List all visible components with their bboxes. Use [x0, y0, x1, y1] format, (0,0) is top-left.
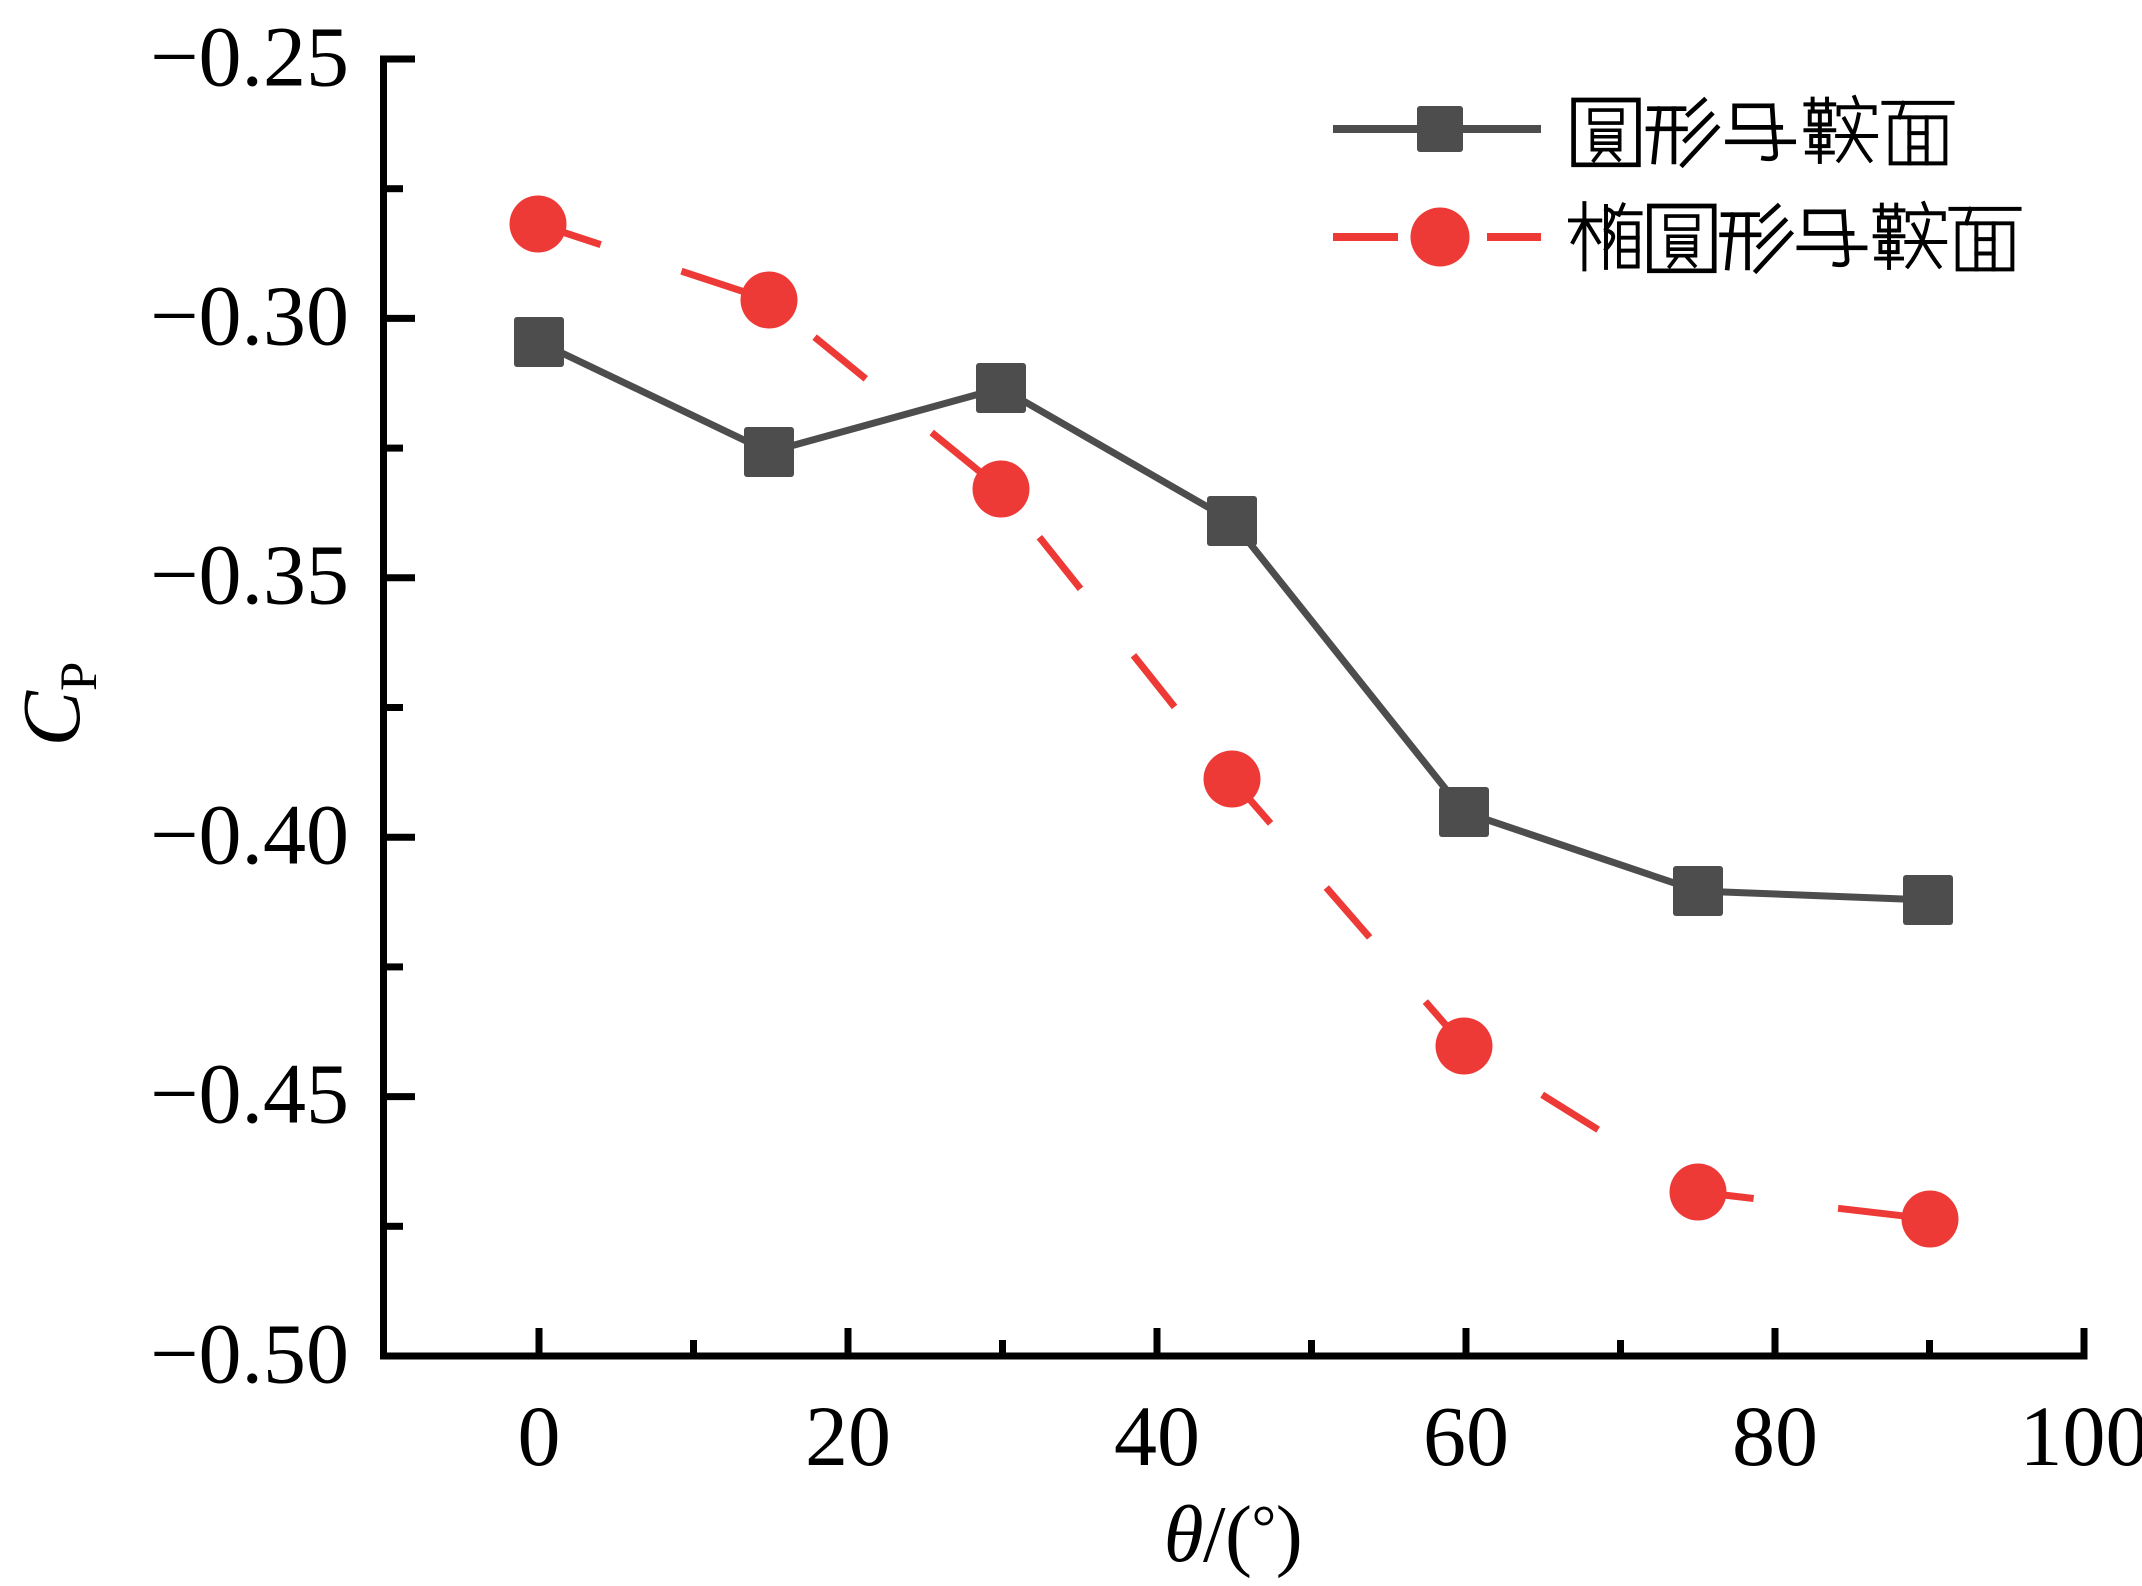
- svg-text:0: 0: [518, 1388, 561, 1484]
- svg-text:20: 20: [805, 1388, 891, 1484]
- svg-text:−0.35: −0.35: [150, 527, 349, 623]
- svg-text:−0.50: −0.50: [150, 1306, 349, 1402]
- svg-text:−0.45: −0.45: [150, 1046, 349, 1142]
- svg-text:θ/(°): θ/(°): [1164, 1489, 1303, 1579]
- svg-text:60: 60: [1423, 1388, 1509, 1484]
- svg-text:−0.40: −0.40: [150, 787, 349, 883]
- svg-text:−0.30: −0.30: [150, 268, 349, 364]
- svg-text:80: 80: [1732, 1388, 1818, 1484]
- svg-text:−0.25: −0.25: [150, 9, 349, 105]
- svg-text:100: 100: [2020, 1388, 2142, 1484]
- svg-text:CP: CP: [5, 662, 108, 747]
- svg-text:40: 40: [1114, 1388, 1200, 1484]
